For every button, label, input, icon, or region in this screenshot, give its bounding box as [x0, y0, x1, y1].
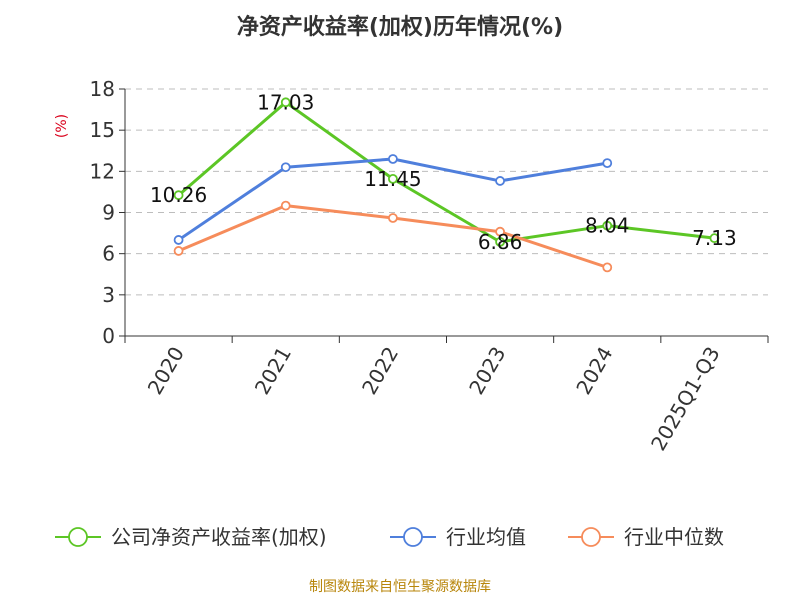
- x-tick-labels: 2020 2021 2022 2023 2024 2025Q1-Q3: [143, 343, 725, 455]
- data-label-4: 8.04: [585, 214, 630, 238]
- point-2-0: [173, 246, 184, 256]
- source-note: 制图数据来自恒生聚源数据库: [309, 579, 491, 595]
- x-tick-label-5: 2025Q1-Q3: [646, 343, 725, 455]
- x-tick-label-0: 2020: [143, 343, 189, 399]
- series-lines: [173, 97, 720, 273]
- data-label-5: 7.13: [692, 226, 737, 250]
- legend-label-2: 行业中位数: [624, 525, 724, 549]
- axes: [119, 88, 769, 343]
- x-tick-label-2: 2022: [357, 343, 403, 399]
- point-0-5: [709, 233, 720, 244]
- legend-label-1: 行业均值: [446, 525, 526, 549]
- point-2-1: [280, 200, 291, 211]
- point-0-3: [495, 236, 505, 247]
- point-0-0: [173, 190, 184, 201]
- x-tick-label-4: 2024: [571, 343, 617, 399]
- point-2-2: [388, 213, 398, 223]
- y-tick-label-4: 12: [90, 159, 115, 183]
- y-tick-label-1: 3: [102, 283, 115, 307]
- legend-marker-0: [68, 527, 88, 547]
- x-tick-label-1: 2021: [250, 343, 296, 399]
- point-0-2: [388, 173, 398, 184]
- y-tick-labels: 0 3 6 9 12 15 18: [90, 77, 115, 348]
- legend-marker-1: [403, 527, 423, 547]
- point-1-2: [388, 154, 398, 164]
- point-1-4: [602, 158, 613, 169]
- y-axis-label: (%): [54, 114, 70, 138]
- legend-label-0: 公司净资产收益率(加权): [111, 525, 327, 549]
- point-0-4: [602, 220, 613, 231]
- point-1-0: [173, 235, 184, 245]
- point-0-1: [280, 97, 291, 108]
- grid-lines: [125, 88, 768, 296]
- point-1-1: [280, 162, 291, 173]
- data-label-3: 6.86: [478, 230, 523, 254]
- data-label-1: 17.03: [257, 90, 314, 114]
- series-line-0: [177, 100, 715, 244]
- data-label-0: 10.26: [150, 183, 207, 207]
- legend: 公司净资产收益率(加权) 行业均值 行业中位数: [55, 525, 724, 549]
- y-tick-label-3: 9: [102, 201, 115, 225]
- point-2-4: [602, 262, 613, 273]
- y-tick-label-6: 18: [90, 77, 115, 101]
- y-tick-label-5: 15: [90, 118, 115, 142]
- point-2-3: [495, 226, 505, 237]
- x-tick-label-3: 2023: [464, 343, 510, 399]
- data-labels: 10.26 17.03 11.45 6.86 8.04 7.13: [150, 90, 737, 254]
- point-1-3: [495, 176, 505, 186]
- y-tick-label-0: 0: [102, 324, 115, 348]
- data-label-2: 11.45: [364, 167, 421, 191]
- chart-title: 净资产收益率(加权)历年情况(%): [237, 14, 563, 40]
- legend-marker-2: [581, 527, 601, 547]
- y-tick-label-2: 6: [102, 242, 115, 266]
